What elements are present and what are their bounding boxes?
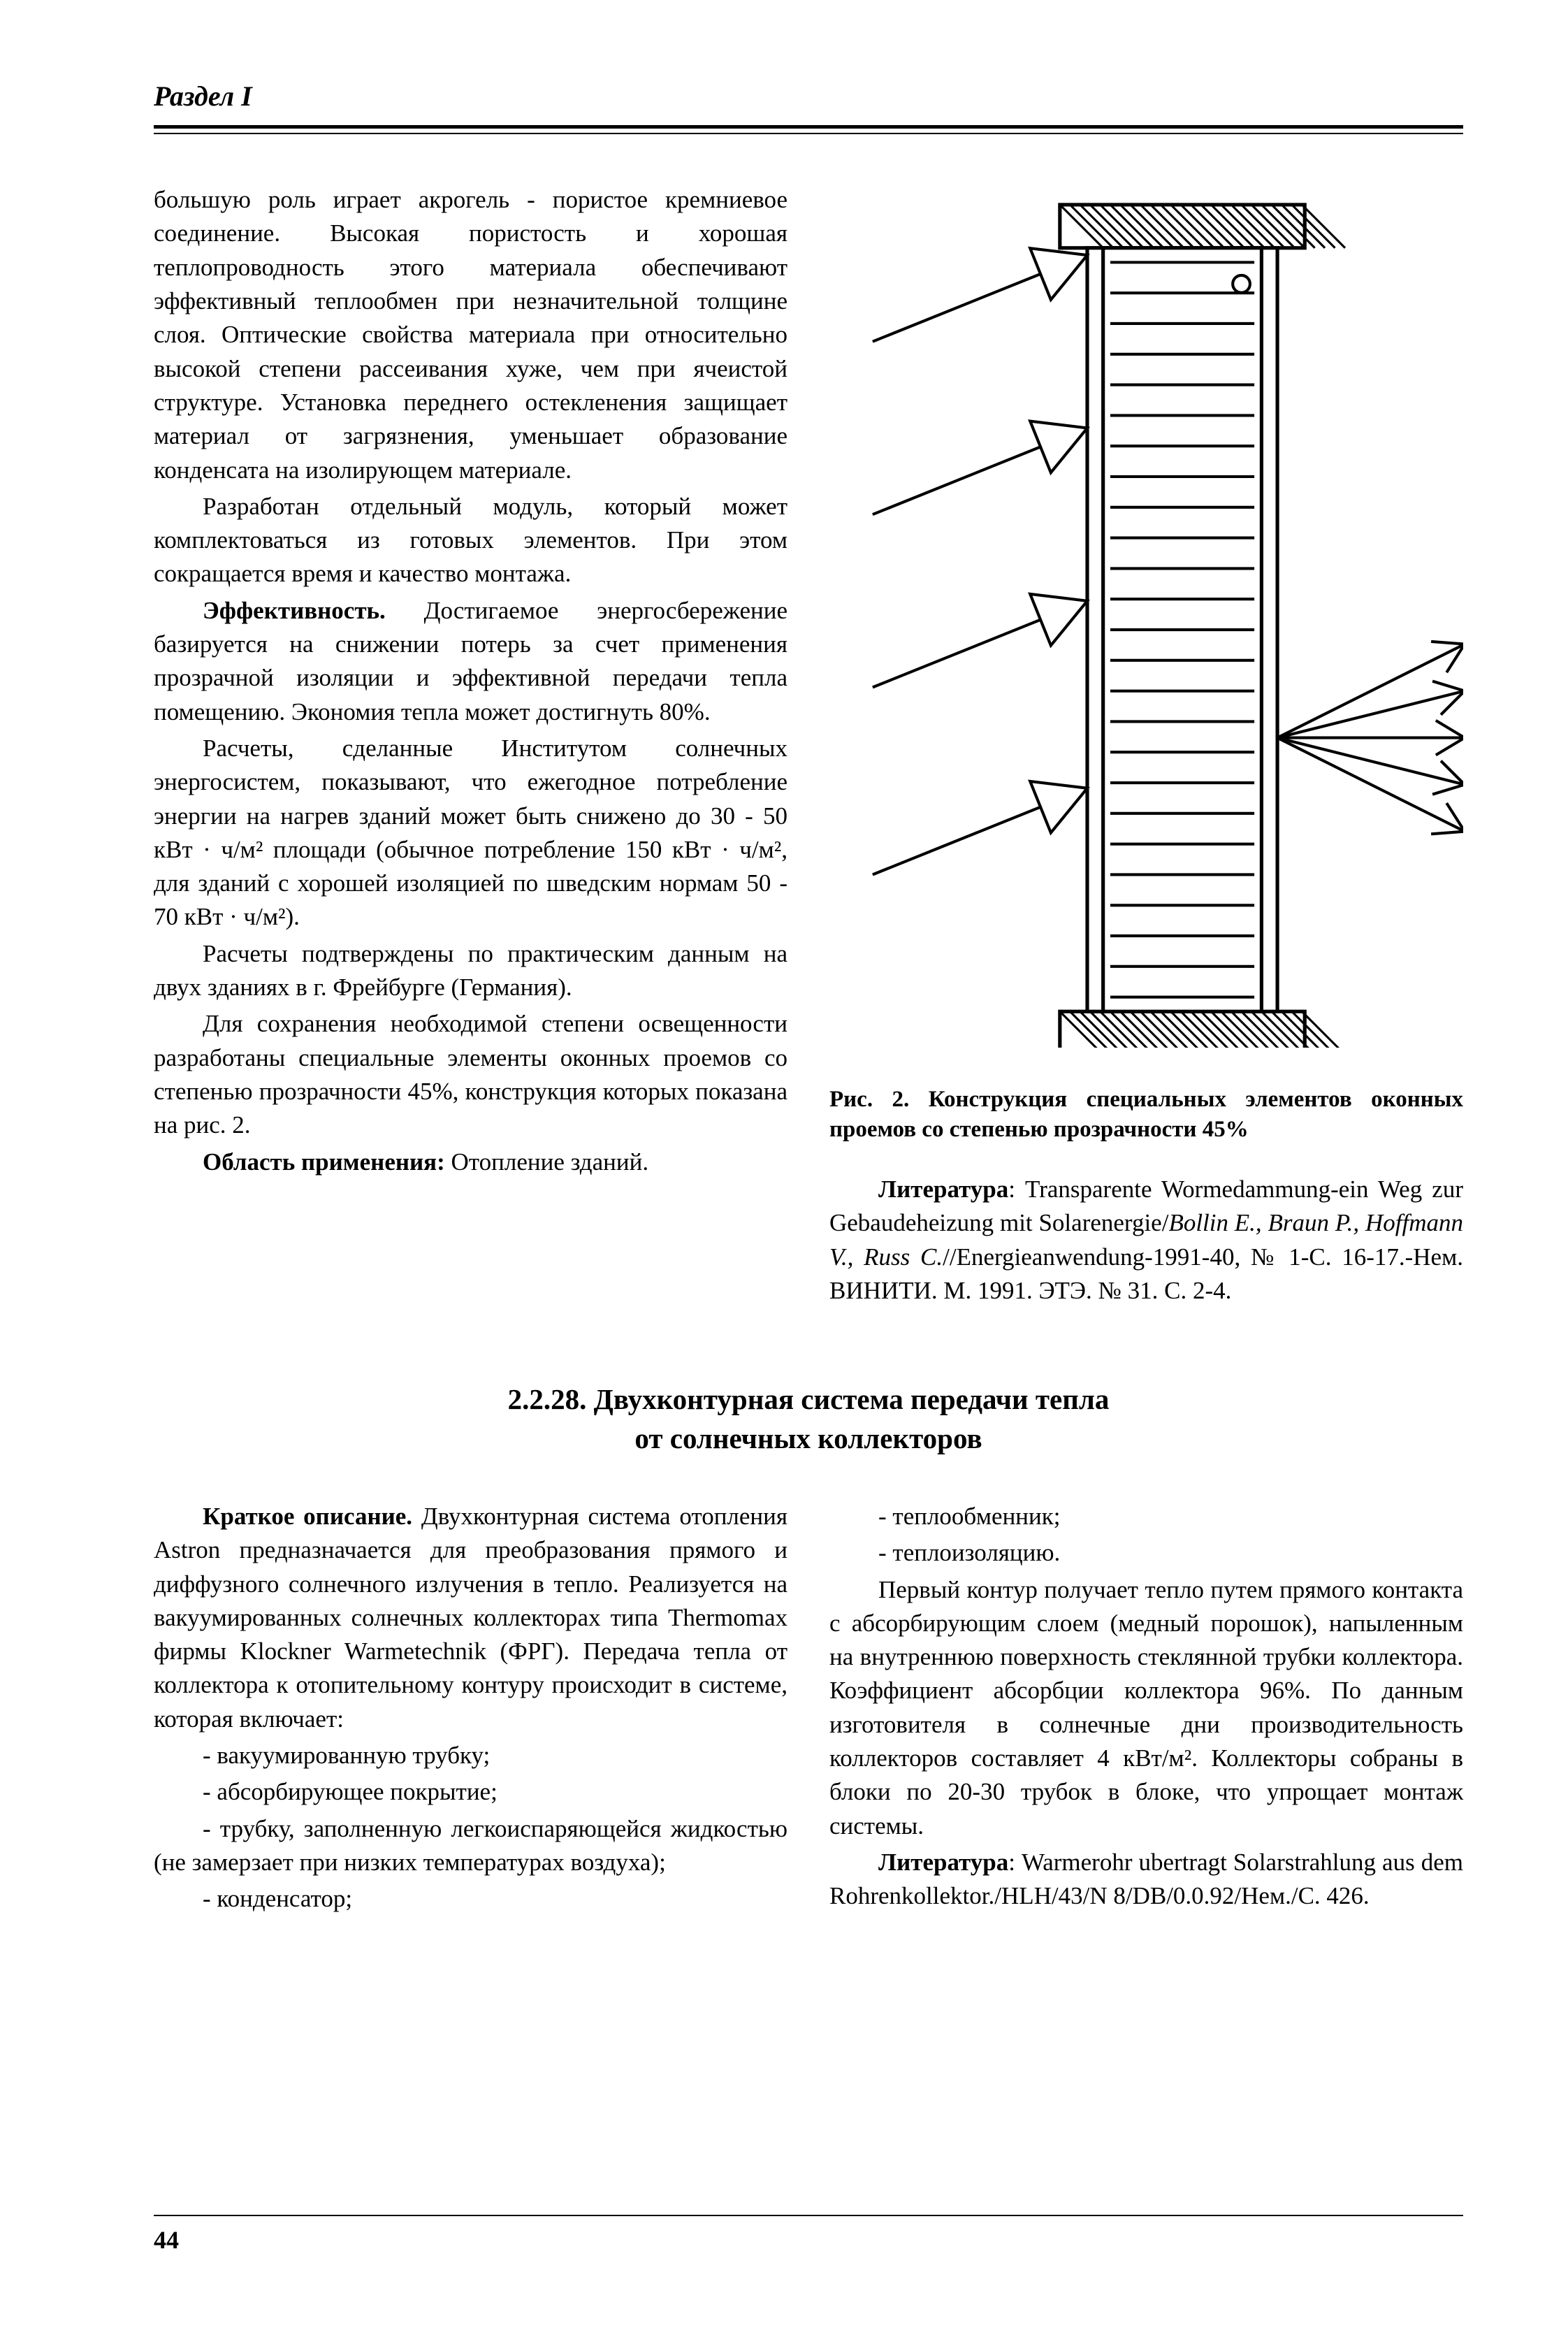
para: Разработан отдельный модуль, который мож… <box>154 490 787 591</box>
top-left-column: большую роль играет акрогель - пористое … <box>154 183 787 1310</box>
section-title-line2: от солнечных коллекторов <box>634 1422 982 1454</box>
list-item: - теплообменник; <box>829 1500 1463 1533</box>
literature-label: Литература <box>878 1849 1008 1876</box>
bottom-left-column: Краткое описание. Двухконтурная система … <box>154 1500 787 1919</box>
section-2-2-28-title: 2.2.28. Двухконтурная система передачи т… <box>154 1380 1463 1458</box>
footer-rule <box>154 2215 1463 2216</box>
top-block: большую роль играет акрогель - пористое … <box>154 183 1463 1310</box>
para: большую роль играет акрогель - пористое … <box>154 183 787 487</box>
para: Расчеты подтверждены по практическим дан… <box>154 937 787 1005</box>
list-item: - трубку, заполненную легкоиспаряющейся … <box>154 1812 787 1880</box>
header-rule <box>154 125 1463 134</box>
literature-para: Литература: Warmerohr ubertragt Solarstr… <box>829 1846 1463 1914</box>
literature-label: Литература <box>878 1176 1008 1203</box>
bottom-block: Краткое описание. Двухконтурная система … <box>154 1500 1463 1919</box>
para: Расчеты, сделанные Институтом солнечных … <box>154 732 787 934</box>
para: Первый контур получает тепло путем прямо… <box>829 1573 1463 1843</box>
para: Эффективность. Достигаемое энергосбереже… <box>154 594 787 729</box>
list-item: - теплоизоляцию. <box>829 1536 1463 1570</box>
para: Для сохранения необходимой степени освещ… <box>154 1007 787 1142</box>
section-number: 2.2.28. <box>508 1383 587 1415</box>
header-section-label: Раздел I <box>154 77 1463 125</box>
figure-2-caption: Рис. 2. Конструкция специальных элементо… <box>829 1085 1463 1145</box>
list-item: - конденсатор; <box>154 1882 787 1916</box>
list-item: - вакуумированную трубку; <box>154 1739 787 1772</box>
literature-para: Литература: Transparente Wormedammung-ei… <box>829 1173 1463 1308</box>
list-item: - абсорбирующее покрытие; <box>154 1775 787 1809</box>
figure-2 <box>829 183 1463 1057</box>
section-title-line1: Двухконтурная система передачи тепла <box>594 1383 1110 1415</box>
para: Краткое описание. Двухконтурная система … <box>154 1500 787 1736</box>
figure-2-svg <box>829 183 1463 1048</box>
para: Область применения: Отопление зданий. <box>154 1145 787 1179</box>
top-right-column: Рис. 2. Конструкция специальных элементо… <box>829 183 1463 1310</box>
page-number: 44 <box>154 2223 179 2258</box>
bottom-right-column: - теплообменник; - теплоизоляцию. Первый… <box>829 1500 1463 1919</box>
